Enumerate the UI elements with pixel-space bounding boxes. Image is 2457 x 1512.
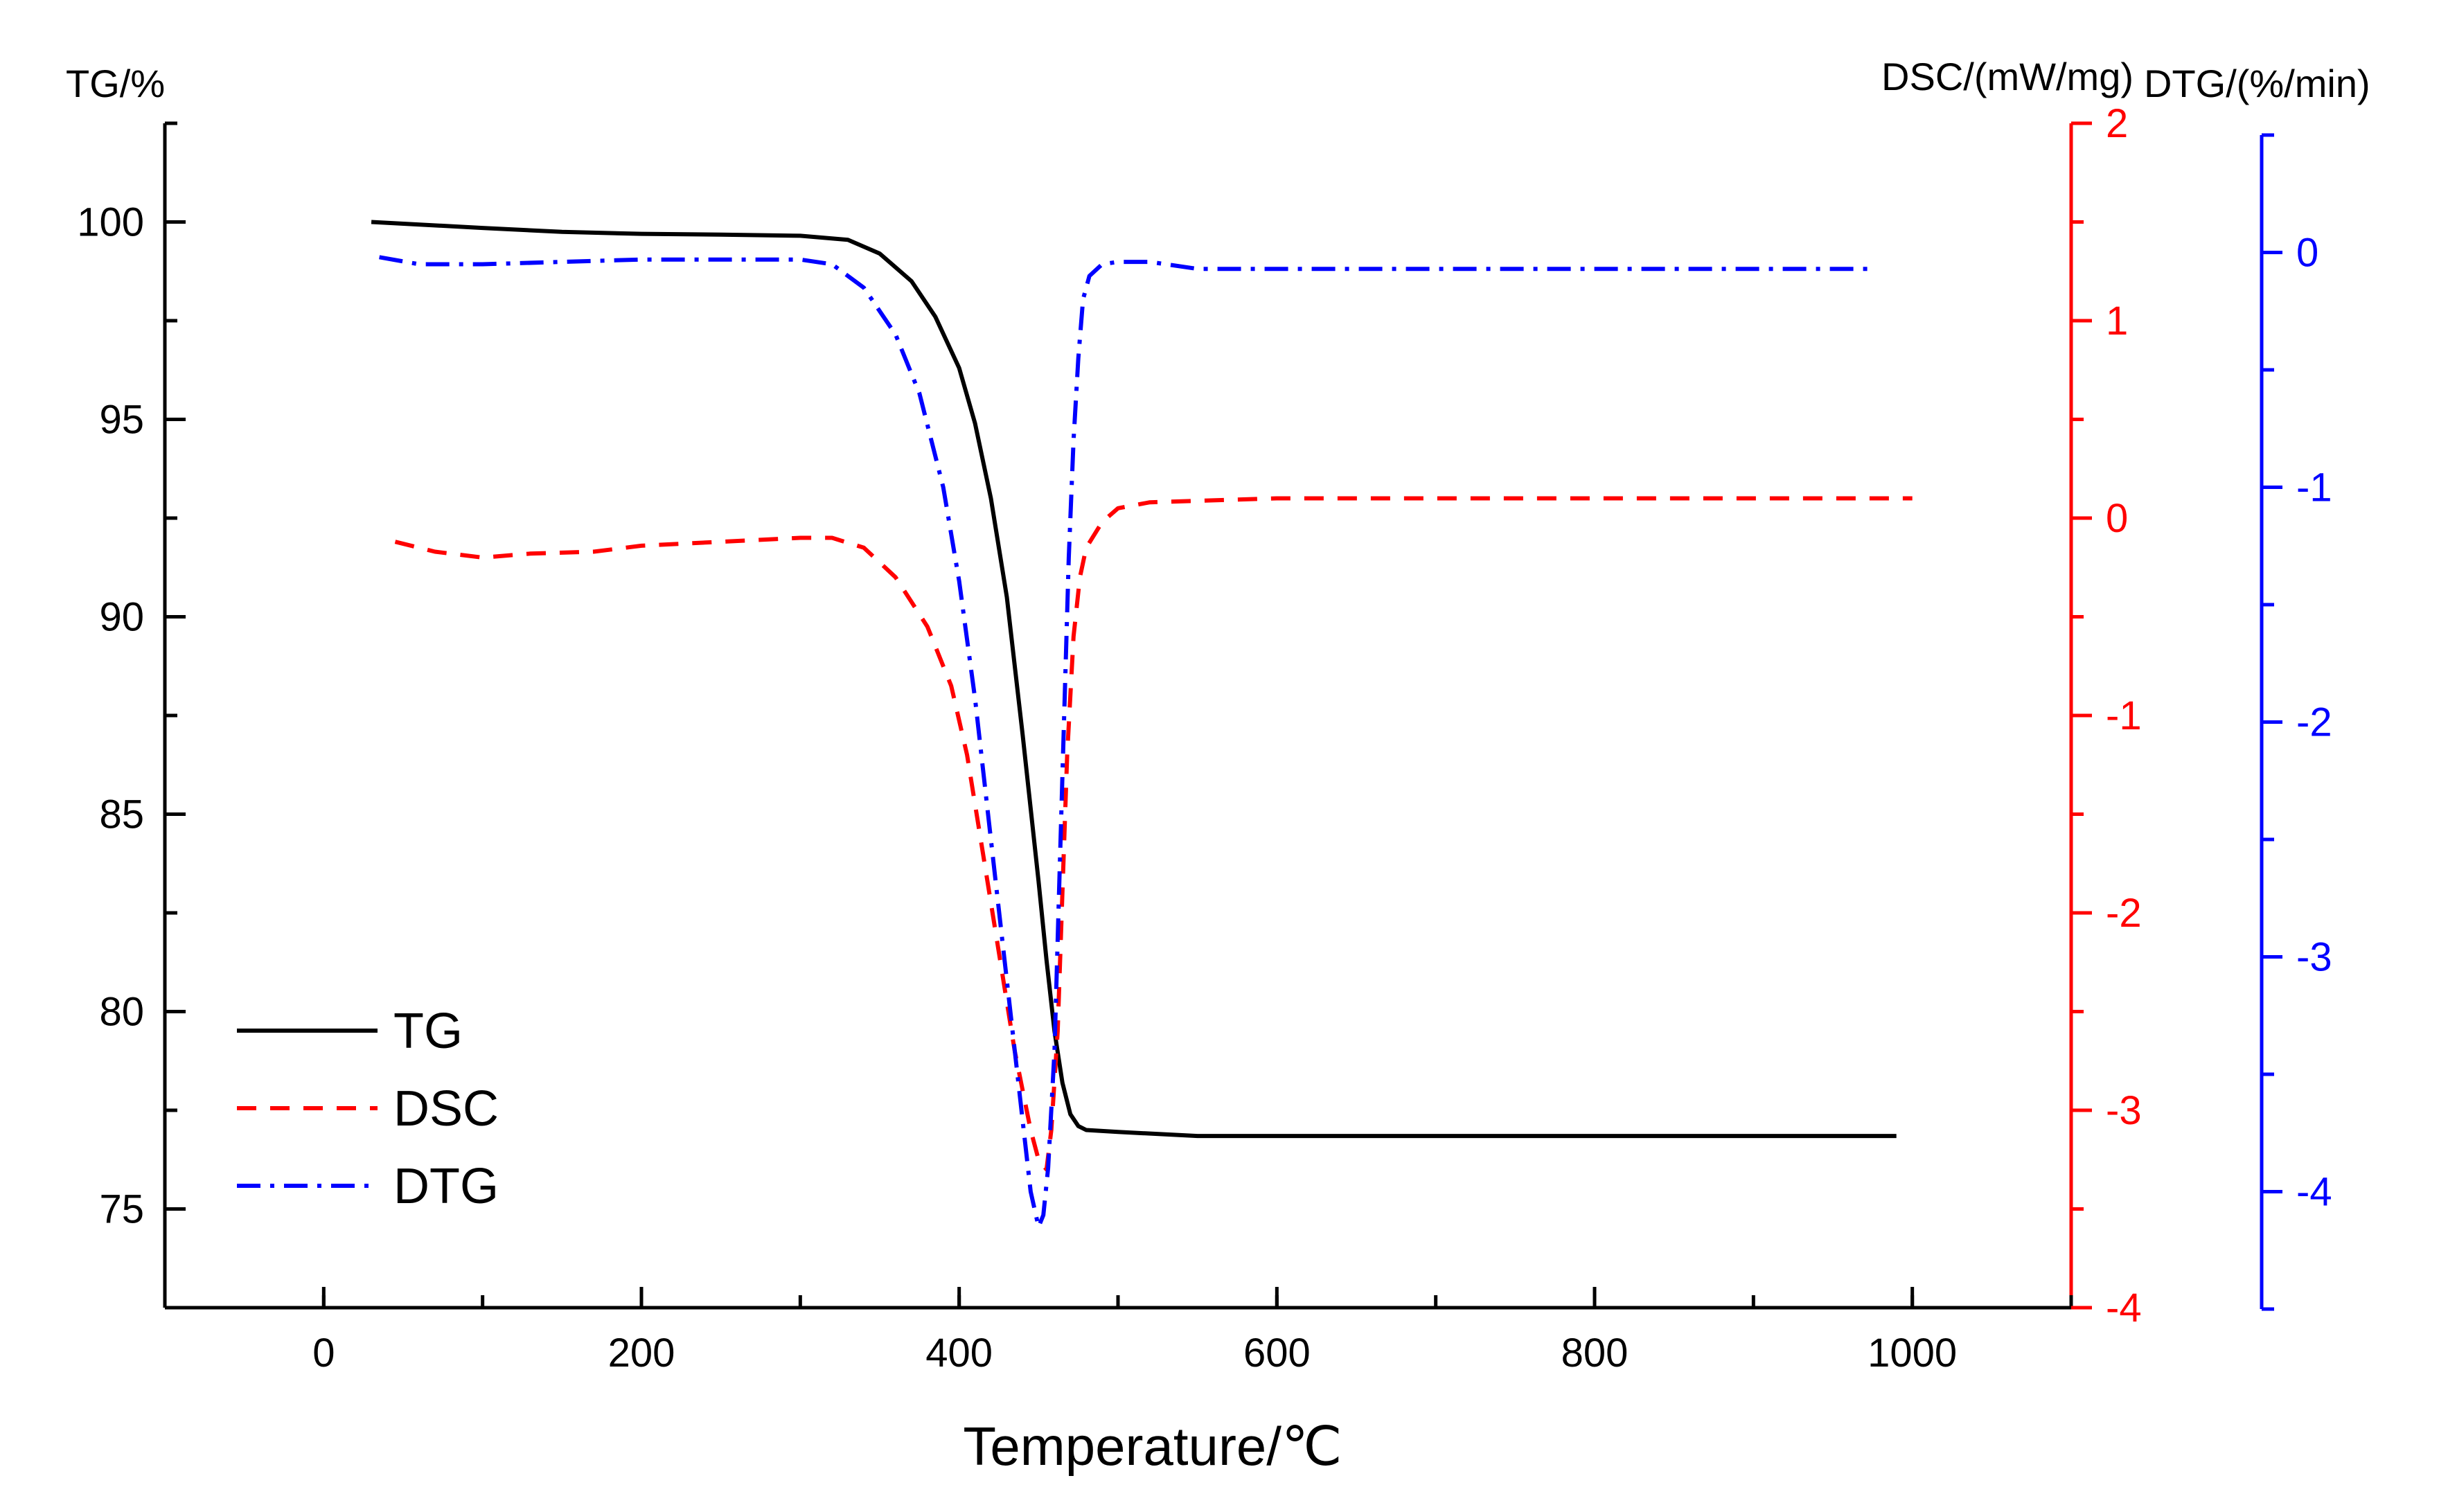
- x-tick-label: 200: [608, 1331, 675, 1376]
- series-dtg-line: [379, 255, 1873, 1229]
- tg-tick-label: 100: [77, 200, 144, 245]
- legend: TG DSC DTG: [237, 1004, 499, 1214]
- dtg-axis-title: DTG/(%/min): [2144, 62, 2370, 105]
- series-tg-line: [371, 220, 1897, 1139]
- x-tick-label: 0: [312, 1331, 335, 1376]
- legend-label-dsc: DSC: [393, 1081, 499, 1137]
- dsc-tick-label: 2: [2106, 101, 2128, 146]
- dtg-tick-label: -1: [2296, 465, 2332, 510]
- x-axis-title: Temperature/℃: [963, 1416, 1342, 1477]
- x-tick-label: 800: [1561, 1331, 1629, 1376]
- tg-tick-label: 75: [99, 1187, 144, 1232]
- dsc-axis-title: DSC/(mW/mg): [1881, 55, 2134, 98]
- dsc-tick-label: 1: [2106, 299, 2128, 344]
- legend-label-tg: TG: [393, 1004, 463, 1059]
- tg-tick-label: 90: [99, 595, 144, 640]
- x-tick-label: 400: [925, 1331, 993, 1376]
- series-layer: [371, 220, 1913, 1229]
- dsc-tick-label: -1: [2106, 693, 2142, 738]
- dsc-tick-label: -3: [2106, 1088, 2142, 1133]
- dsc-tick-label: -4: [2106, 1286, 2142, 1331]
- series-dsc-line: [394, 496, 1913, 1172]
- dtg-tick-label: -2: [2296, 700, 2332, 745]
- legend-label-dtg: DTG: [393, 1159, 499, 1214]
- dtg-tick-label: -3: [2296, 935, 2332, 980]
- tg-tick-label: 85: [99, 792, 144, 837]
- tg-axis-title: TG/%: [66, 62, 165, 105]
- dsc-tick-label: 0: [2106, 496, 2128, 541]
- dtg-tick-label: -4: [2296, 1170, 2332, 1215]
- x-tick-label: 1000: [1868, 1331, 1957, 1376]
- dtg-tick-label: 0: [2296, 231, 2318, 276]
- axes-layer: 0 200 400 600 800 10007580859095100TG/%-4-3-2…: [66, 55, 2370, 1477]
- dsc-tick-label: -2: [2106, 891, 2142, 936]
- x-tick-label: 600: [1243, 1331, 1311, 1376]
- tg-tick-label: 80: [99, 990, 144, 1035]
- tg-tick-label: 95: [99, 398, 144, 443]
